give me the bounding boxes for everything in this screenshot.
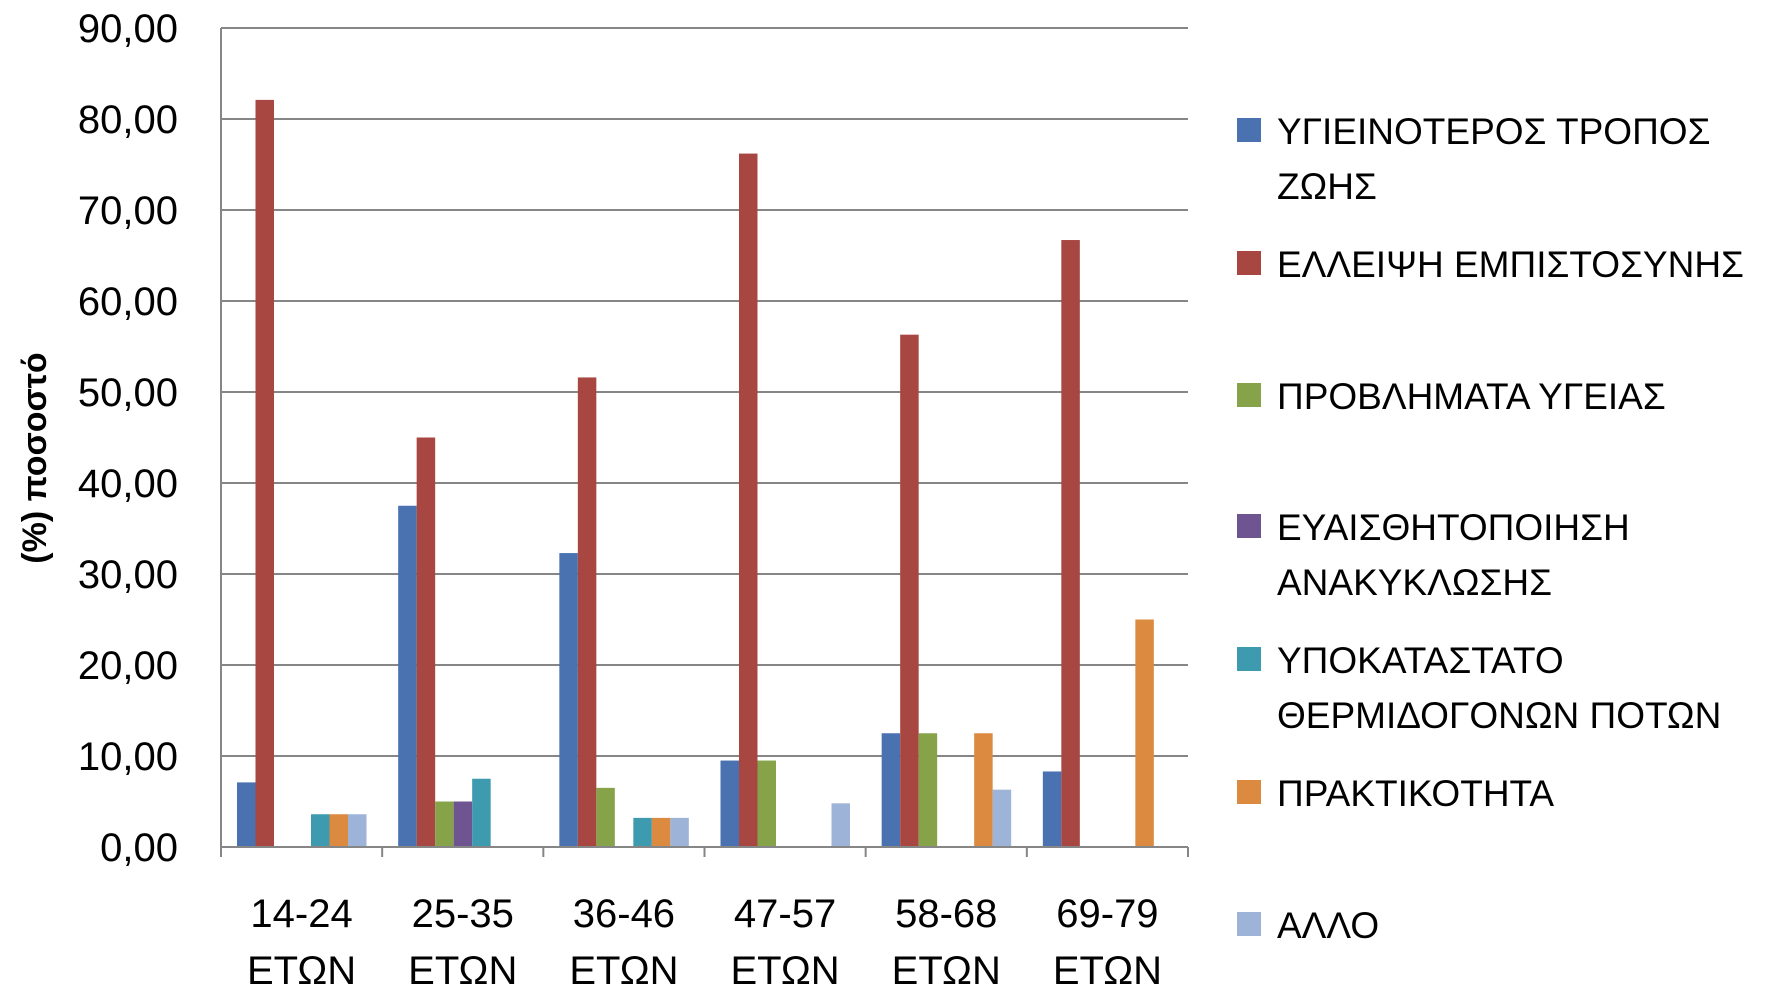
bar [1061,240,1080,847]
bar [255,99,274,847]
bar [651,817,671,847]
y-tick-label: 60,00 [78,280,178,324]
bar [237,782,256,847]
x-tick-label: 14-24 [250,892,352,936]
bar [670,817,689,847]
x-tick-label: ΕΤΩΝ [730,949,839,984]
legend-label: ΑΛΛΟ [1277,905,1379,946]
bar [1042,771,1062,847]
bar [416,437,436,847]
y-tick-label: 30,00 [78,553,178,597]
bar [348,814,367,847]
y-tick-labels: 0,00 10,00 20,00 30,00 40,00 50,00 60,00 70,00 8… [78,7,178,870]
bar [577,377,597,847]
y-tick-label: 50,00 [78,371,178,415]
bar [329,814,348,847]
x-tick-label: 25-35 [412,892,514,936]
x-tick-labels: 14-24 ΕΤΩΝ 25-35 ΕΤΩΝ 36-46 ΕΤΩΝ 47-57 ΕΤΩΝ 58-6… [247,892,1162,984]
bar [453,801,473,847]
y-axis-label: (%) ποσοστό [16,352,54,563]
x-tick-label: ΕΤΩΝ [569,949,678,984]
bar [739,153,758,847]
bar [633,817,652,847]
bar [757,760,776,847]
bar [311,814,330,847]
y-tick-label: 0,00 [100,826,178,870]
x-tick-label: ΕΤΩΝ [408,949,517,984]
y-tick-label: 40,00 [78,462,178,506]
bar [472,778,491,847]
legend-label: ΕΥΑΙΣΘΗΤΟΠΟΙΗΣΗ [1277,507,1630,548]
x-tick-label: 47-57 [734,892,836,936]
legend-swatch [1237,647,1261,671]
bar [435,801,454,847]
legend-swatch [1237,251,1261,275]
bar [831,803,850,847]
legend-label: ΕΛΛΕΙΨΗ ΕΜΠΙΣΤΟΣΥΝΗΣ [1277,244,1744,285]
x-tick-label: 36-46 [573,892,675,936]
bar [398,505,417,847]
legend-swatch [1237,118,1261,142]
bar [918,733,938,847]
legend-label: ΠΡΟΒΛΗΜΑΤΑ ΥΓΕΙΑΣ [1277,376,1666,417]
y-tick-label: 70,00 [78,189,178,233]
bar [720,760,739,847]
legend-label: ΘΕΡΜΙΔΟΓΟΝΩΝ ΠΟΤΩΝ [1277,695,1721,736]
legend-label: ΥΠΟΚΑΤΑΣΤΑΤΟ [1277,640,1564,681]
legend-swatch [1237,780,1261,804]
bar [900,334,919,847]
y-tick-label: 90,00 [78,7,178,51]
x-tick-label: 58-68 [895,892,997,936]
bar [596,787,615,847]
bar [559,553,578,847]
x-tick-label: ΕΤΩΝ [247,949,356,984]
gridlines [221,27,1188,757]
y-tick-label: 80,00 [78,98,178,142]
axes [220,28,1189,857]
bars [237,99,1154,847]
bar [992,789,1012,847]
x-tick-label: ΕΤΩΝ [892,949,1001,984]
bar [881,733,901,847]
legend-label: ΠΡΑΚΤΙΚΟΤΗΤΑ [1277,773,1554,814]
x-tick-label: ΕΤΩΝ [1053,949,1162,984]
legend-swatch [1237,383,1261,407]
bar [1135,619,1154,847]
legend-swatch [1237,514,1261,538]
y-tick-label: 10,00 [78,735,178,779]
y-tick-label: 20,00 [78,644,178,688]
legend-label: ΖΩΗΣ [1277,166,1377,207]
legend-swatch [1237,912,1261,936]
x-tick-label: 69-79 [1056,892,1158,936]
legend: ΥΓΙΕΙΝΟΤΕΡΟΣ ΤΡΟΠΟΣ ΖΩΗΣ ΕΛΛΕΙΨΗ ΕΜΠΙΣΤΟΣΥ… [1237,111,1744,946]
legend-label: ΑΝΑΚΥΚΛΩΣΗΣ [1277,562,1552,603]
bar [974,733,993,847]
legend-label: ΥΓΙΕΙΝΟΤΕΡΟΣ ΤΡΟΠΟΣ [1277,111,1710,152]
